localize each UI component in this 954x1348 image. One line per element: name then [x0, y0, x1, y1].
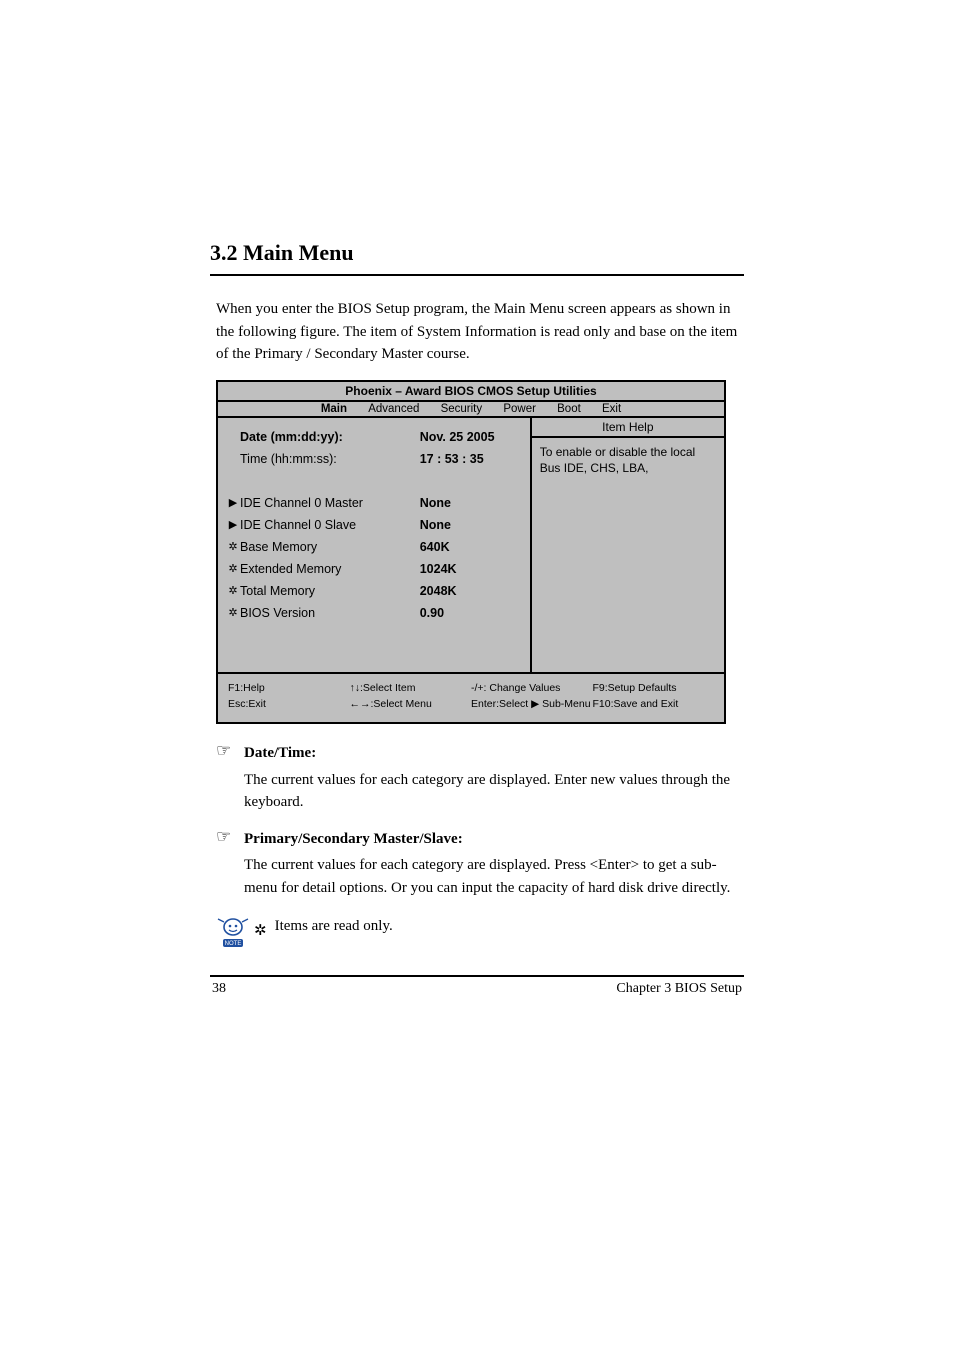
row-value: 2048K — [420, 584, 520, 598]
asterisk-icon: ✲ — [226, 540, 240, 553]
bios-titlebar: Phoenix – Award BIOS CMOS Setup Utilitie… — [218, 382, 724, 402]
bios-help-text: To enable or disable the local Bus IDE, … — [532, 438, 724, 672]
row-value: 1024K — [420, 562, 520, 576]
bios-row[interactable]: ▶ IDE Channel 0 Slave None — [226, 514, 520, 536]
note-row: NOTE ✲ Items are read only. — [216, 915, 744, 949]
bios-row[interactable]: Date (mm:dd:yy): Nov. 25 2005 — [226, 426, 520, 448]
row-value[interactable]: Nov. 25 2005 — [420, 430, 520, 444]
bios-menu-item[interactable]: Exit — [602, 403, 621, 415]
triangle-right-icon: ▶ — [226, 518, 240, 531]
row-label: Date (mm:dd:yy): — [240, 430, 420, 444]
bios-help-header: Item Help — [532, 418, 724, 438]
bullet-description: The current values for each category are… — [244, 854, 744, 899]
keyhelp-item: ←→:Select Menu — [350, 696, 472, 712]
keyhelp-item: F1:Help — [228, 680, 350, 696]
bios-left-pane: Date (mm:dd:yy): Nov. 25 2005 Time (hh:m… — [218, 418, 532, 672]
bullet-list: ☞ Date/Time: The current values for each… — [216, 742, 744, 899]
page-number: 38 — [212, 981, 226, 997]
page-footer: 38 Chapter 3 BIOS Setup — [210, 981, 744, 997]
bios-menu-item[interactable]: Security — [441, 403, 483, 415]
row-value[interactable]: 17 : 53 : 35 — [420, 452, 520, 466]
bios-menu-item[interactable]: Power — [503, 403, 536, 415]
asterisk-icon: ✲ — [226, 606, 240, 619]
keyhelp-item: F10:Save and Exit — [593, 696, 715, 712]
bios-row: ✲ BIOS Version 0.90 — [226, 602, 520, 624]
bullet-item: ☞ Primary/Secondary Master/Slave: — [216, 828, 744, 851]
bios-menubar[interactable]: Main Advanced Security Power Boot Exit — [218, 402, 724, 418]
triangle-right-icon: ▶ — [226, 496, 240, 509]
section-title: 3.2 Main Menu — [210, 240, 744, 266]
row-label: Extended Memory — [240, 562, 420, 576]
bios-row — [226, 470, 520, 492]
note-person-icon: NOTE — [216, 915, 254, 949]
bullet-title: Primary/Secondary Master/Slave: — [244, 828, 744, 851]
bios-row: ✲ Base Memory 640K — [226, 536, 520, 558]
bullet-title: Date/Time: — [244, 742, 744, 765]
bios-window: Phoenix – Award BIOS CMOS Setup Utilitie… — [216, 380, 726, 725]
keyhelp-item: ↑↓:Select Item — [350, 680, 472, 696]
keyhelp-item: F9:Setup Defaults — [593, 680, 715, 696]
note-text: Items are read only. — [275, 915, 744, 938]
footer-rule — [210, 975, 744, 977]
bios-row[interactable]: Time (hh:mm:ss): 17 : 53 : 35 — [226, 448, 520, 470]
bios-body: Date (mm:dd:yy): Nov. 25 2005 Time (hh:m… — [218, 418, 724, 674]
row-value: 0.90 — [420, 606, 520, 620]
intro-paragraph: When you enter the BIOS Setup program, t… — [216, 298, 744, 366]
bios-row: ✲ Total Memory 2048K — [226, 580, 520, 602]
bullet-description: The current values for each category are… — [244, 769, 744, 814]
bullet-item: ☞ Date/Time: — [216, 742, 744, 765]
title-rule — [210, 274, 744, 276]
keyhelp-item: Esc:Exit — [228, 696, 350, 712]
row-label: Time (hh:mm:ss): — [240, 452, 420, 466]
row-value[interactable]: None — [420, 496, 520, 510]
row-label: IDE Channel 0 Master — [240, 496, 420, 510]
bios-row[interactable]: ▶ IDE Channel 0 Master None — [226, 492, 520, 514]
pointing-hand-icon: ☞ — [216, 742, 244, 765]
bios-menu-item[interactable]: Main — [321, 403, 347, 415]
bios-row: ✲ Extended Memory 1024K — [226, 558, 520, 580]
row-value: 640K — [420, 540, 520, 554]
bios-menu-item[interactable]: Boot — [557, 403, 581, 415]
svg-text:NOTE: NOTE — [225, 941, 242, 947]
footer-chapter: Chapter 3 BIOS Setup — [616, 981, 742, 997]
bios-keyhelp: F1:Help ↑↓:Select Item -/+: Change Value… — [218, 674, 724, 723]
row-label: Base Memory — [240, 540, 420, 554]
note-marker-icon: ✲ — [254, 921, 267, 940]
keyhelp-item: Enter:Select ▶ Sub-Menu — [471, 696, 593, 712]
bios-right-pane: Item Help To enable or disable the local… — [532, 418, 724, 672]
asterisk-icon: ✲ — [226, 562, 240, 575]
pointing-hand-icon: ☞ — [216, 828, 244, 851]
row-label: IDE Channel 0 Slave — [240, 518, 420, 532]
row-label: Total Memory — [240, 584, 420, 598]
asterisk-icon: ✲ — [226, 584, 240, 597]
row-value[interactable]: None — [420, 518, 520, 532]
bios-menu-item[interactable]: Advanced — [368, 403, 419, 415]
keyhelp-item: -/+: Change Values — [471, 680, 593, 696]
row-label: BIOS Version — [240, 606, 420, 620]
